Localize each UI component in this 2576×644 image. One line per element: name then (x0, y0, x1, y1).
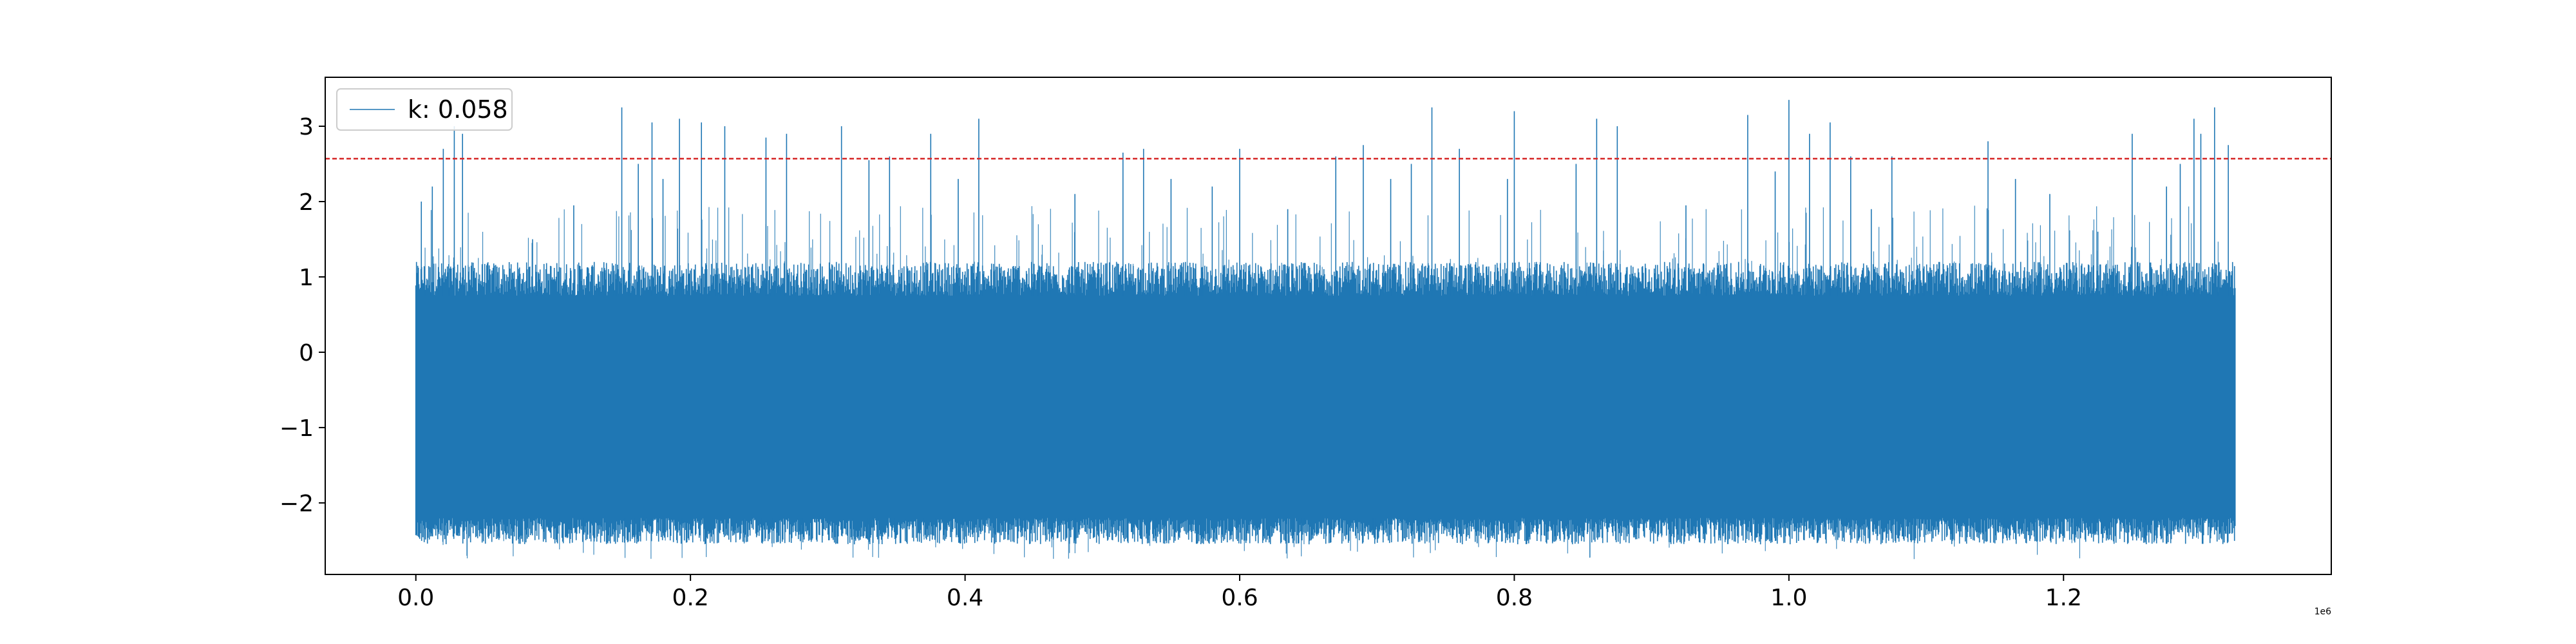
legend: k: 0.058 (336, 88, 513, 131)
x-tick-label: 1.2 (2045, 585, 2082, 611)
axes-frame (325, 77, 2332, 575)
series-line-band (415, 261, 2236, 545)
axes: 0.0 0.2 0.4 0.6 0.8 1.0 1.2 −2 −1 0 1 2 3 1e6 (279, 77, 2332, 617)
x-tick-label: 0.2 (672, 585, 709, 611)
y-tick-label: −1 (279, 415, 314, 442)
x-offset-label: 1e6 (2315, 607, 2332, 617)
y-tick-label: −2 (279, 491, 314, 517)
x-tick-label: 0.8 (1496, 585, 1533, 611)
x-tick-label: 0.6 (1221, 585, 1258, 611)
x-tick-label: 1.0 (1770, 585, 1807, 611)
y-tick-label: 1 (299, 265, 314, 291)
legend-label: k: 0.058 (408, 95, 508, 124)
y-tick-label: 2 (299, 189, 314, 216)
y-tick-label: 0 (299, 340, 314, 366)
y-tick-label: 3 (299, 114, 314, 140)
x-tick-label: 0.0 (397, 585, 434, 611)
plot-area (325, 100, 2331, 560)
x-tick-label: 0.4 (947, 585, 983, 611)
legend-box (336, 88, 513, 131)
